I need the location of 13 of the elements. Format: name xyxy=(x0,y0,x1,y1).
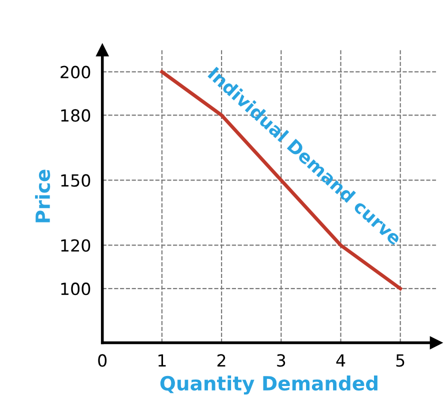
y-axis-title: Price xyxy=(35,170,50,222)
x-tick-label: 2 xyxy=(217,354,226,367)
x-tick-label: 4 xyxy=(336,354,346,367)
y-tick-label: 180 xyxy=(61,109,90,122)
x-tick-label: 3 xyxy=(277,354,286,367)
y-tick-label: 120 xyxy=(61,239,90,252)
x-tick-label: 0 xyxy=(98,354,107,367)
y-tick-label: 200 xyxy=(60,66,90,78)
x-axis-title: Quantity Demanded xyxy=(160,376,378,395)
x-tick-label: 1 xyxy=(158,354,166,367)
y-tick-label: 150 xyxy=(61,174,90,187)
x-tick-label: 5 xyxy=(396,354,404,367)
y-tick-label: 100 xyxy=(61,282,90,296)
